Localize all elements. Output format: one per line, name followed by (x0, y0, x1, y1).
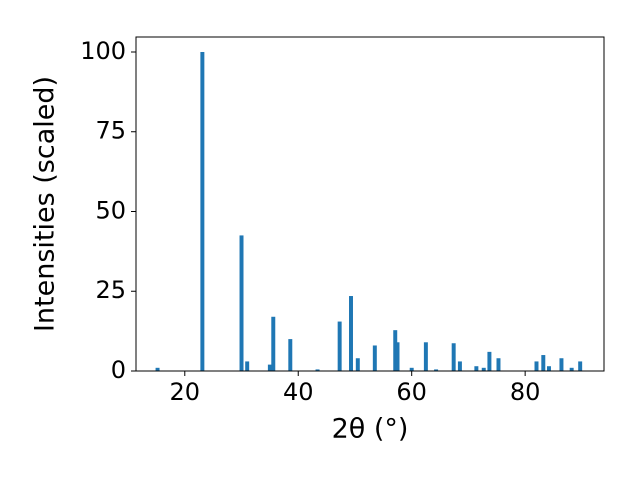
bar (578, 361, 583, 371)
bar (200, 51, 205, 371)
bar (569, 367, 574, 371)
y-tick-label: 0 (111, 356, 126, 384)
bar (559, 358, 564, 371)
bar (393, 330, 398, 371)
x-tick-label: 20 (170, 378, 201, 406)
x-tick-label: 60 (396, 378, 427, 406)
bar (487, 351, 492, 371)
bar (288, 339, 293, 371)
bar (457, 361, 462, 371)
y-tick-label: 100 (80, 37, 126, 65)
bar (155, 367, 160, 371)
bar (337, 321, 342, 371)
y-tick-label: 75 (95, 117, 126, 145)
x-axis-label: 2θ (°) (332, 414, 409, 445)
bar (546, 366, 551, 371)
y-tick-label: 50 (95, 196, 126, 224)
y-axis-label: Intensities (scaled) (30, 76, 61, 332)
x-tick-label: 80 (510, 378, 541, 406)
bar (409, 367, 414, 371)
bar (355, 358, 360, 371)
bar (481, 367, 486, 371)
bar (315, 369, 320, 371)
plot-frame (135, 36, 605, 372)
bar (534, 361, 539, 371)
y-tick-label: 25 (95, 276, 126, 304)
bar (395, 342, 400, 371)
bar (372, 345, 377, 371)
bar (474, 366, 479, 371)
bar (451, 343, 456, 371)
bar (423, 342, 428, 371)
bar (349, 296, 353, 371)
bar (239, 235, 244, 371)
bar (245, 361, 250, 371)
x-tick-label: 40 (283, 378, 314, 406)
bar (541, 355, 546, 371)
bar (496, 358, 501, 371)
bar (271, 316, 276, 371)
bar (267, 364, 272, 371)
bar (434, 369, 439, 371)
